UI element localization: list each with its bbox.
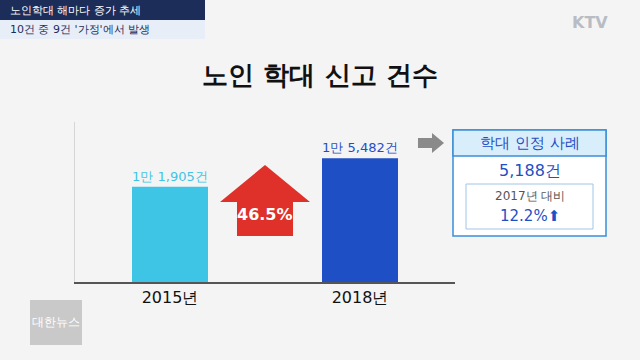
svg-text:10건 중 9건 '가정'에서 발생: 10건 중 9건 '가정'에서 발생 [10,23,150,36]
svg-text:12.2%⬆: 12.2%⬆ [500,207,560,225]
svg-text:2017년 대비: 2017년 대비 [495,189,565,203]
svg-text:대한뉴스: 대한뉴스 [32,315,80,329]
svg-text:노인 학대 신고 건수: 노인 학대 신고 건수 [202,60,437,90]
svg-text:2018년: 2018년 [332,288,389,307]
svg-text:5,188건: 5,188건 [499,161,561,180]
svg-text:1만 1,905건: 1만 1,905건 [132,169,208,184]
svg-text:노인학대 해마다 증가 추세: 노인학대 해마다 증가 추세 [10,4,142,17]
svg-text:2015년: 2015년 [142,288,199,307]
svg-text:KTV: KTV [572,13,608,32]
svg-text:46.5%: 46.5% [237,205,293,224]
svg-text:1만 5,482건: 1만 5,482건 [322,140,398,155]
svg-text:학대 인정 사례: 학대 인정 사례 [480,134,580,152]
